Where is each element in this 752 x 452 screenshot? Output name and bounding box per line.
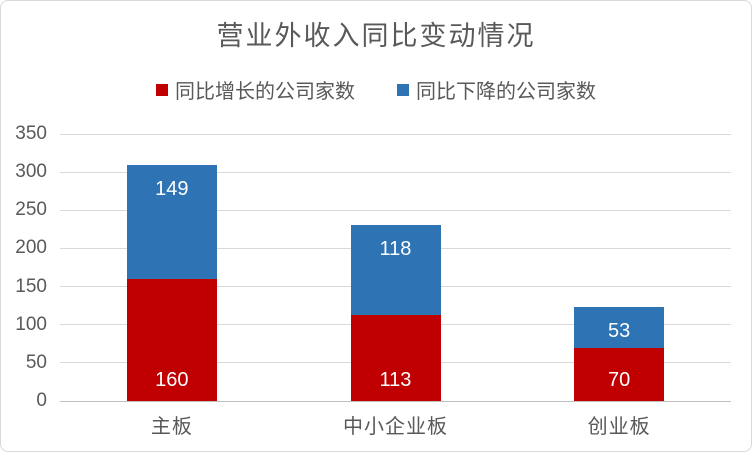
- plot-area: 160 149 113 118 70 53: [60, 133, 731, 402]
- legend-item-1[interactable]: 同比下降的公司家数: [397, 75, 596, 104]
- bar-中小企业板: 113 118: [350, 134, 441, 401]
- chart-title: 营业外收入同比变动情况: [216, 21, 536, 51]
- y-tick-label: 200: [15, 237, 47, 259]
- bar-主板: 160 149: [126, 134, 217, 401]
- category-label-中小企业板: 中小企业板: [343, 416, 448, 438]
- y-tick-label: 0: [36, 390, 47, 411]
- legend-item-0[interactable]: 同比增长的公司家数: [156, 75, 355, 104]
- bar-segment-同比增长的公司家数-主板[interactable]: 160: [126, 278, 217, 401]
- data-label: 113: [379, 369, 412, 391]
- data-label: 70: [608, 369, 631, 391]
- gridline: [60, 133, 731, 135]
- data-label: 160: [155, 369, 189, 391]
- data-label: 118: [379, 237, 412, 260]
- legend-label: 同比下降的公司家数: [416, 81, 596, 103]
- legend-swatch-icon: [156, 83, 168, 96]
- legend-swatch-icon: [397, 83, 409, 96]
- category-label-主板: 主板: [150, 416, 193, 438]
- y-tick-label: 50: [25, 351, 47, 373]
- bar-segment-同比下降的公司家数-创业板[interactable]: 53: [574, 307, 665, 348]
- bar-segment-同比下降的公司家数-主板[interactable]: 149: [126, 165, 217, 279]
- y-tick-label: 250: [15, 199, 47, 221]
- chart-legend: 同比增长的公司家数 同比下降的公司家数: [1, 75, 751, 104]
- bar-创业板: 70 53: [574, 134, 665, 401]
- y-tick-label: 350: [15, 123, 47, 144]
- y-tick-label: 300: [15, 161, 47, 183]
- y-tick-label: 150: [15, 275, 47, 297]
- x-axis-line: [60, 400, 731, 402]
- bar-segment-同比下降的公司家数-中小企业板[interactable]: 118: [350, 224, 441, 315]
- category-label-创业板: 创业板: [587, 416, 651, 438]
- bar-segment-同比增长的公司家数-创业板[interactable]: 70: [574, 347, 665, 401]
- data-label: 149: [155, 178, 189, 201]
- bar-segment-同比增长的公司家数-中小企业板[interactable]: 113: [350, 314, 441, 401]
- data-label: 53: [608, 320, 631, 343]
- y-tick-label: 100: [15, 313, 47, 335]
- gridline: [60, 209, 731, 211]
- gridline: [60, 171, 731, 173]
- legend-label: 同比增长的公司家数: [175, 81, 355, 103]
